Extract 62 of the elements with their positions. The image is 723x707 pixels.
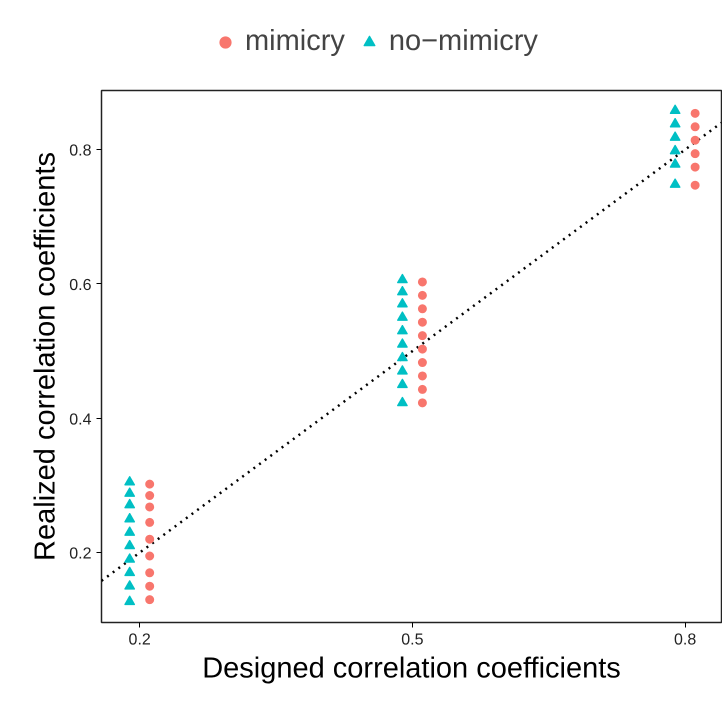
point xyxy=(396,324,408,334)
point xyxy=(124,566,136,576)
point xyxy=(396,365,408,375)
point xyxy=(396,352,408,362)
point xyxy=(145,534,154,544)
point xyxy=(145,518,154,527)
x-tick-label: 0.8 xyxy=(674,632,696,648)
point xyxy=(124,526,136,536)
legend-label: no−mimicry xyxy=(388,25,538,58)
point xyxy=(670,158,681,168)
point xyxy=(418,331,427,340)
y-axis-title: Realized correlation coefficients xyxy=(29,152,62,561)
point xyxy=(396,338,408,348)
point xyxy=(124,540,136,550)
point xyxy=(396,378,408,388)
point xyxy=(690,162,700,172)
point xyxy=(418,358,427,368)
point xyxy=(145,568,154,578)
point xyxy=(124,553,136,563)
point xyxy=(396,274,408,284)
point xyxy=(690,149,700,158)
point xyxy=(145,491,154,500)
point xyxy=(670,178,681,188)
point xyxy=(124,498,136,508)
point xyxy=(418,371,427,380)
point xyxy=(124,595,136,606)
point xyxy=(145,595,154,604)
y-tick-label: 0.2 xyxy=(69,546,92,563)
point xyxy=(418,290,427,300)
y-tick-label: 0.8 xyxy=(69,142,92,160)
point xyxy=(670,144,681,154)
point xyxy=(670,118,681,128)
legend-label: mimicry xyxy=(245,25,345,58)
point xyxy=(396,286,408,296)
point xyxy=(418,344,427,354)
point xyxy=(145,480,154,489)
point xyxy=(690,122,700,132)
point xyxy=(124,512,136,522)
point xyxy=(418,277,427,286)
point xyxy=(145,552,154,560)
point xyxy=(396,311,408,321)
point xyxy=(690,180,700,190)
point xyxy=(124,580,136,590)
point xyxy=(690,108,700,118)
y-tick-label: 0.4 xyxy=(69,411,92,428)
x-axis-title: Designed correlation coefficients xyxy=(202,652,621,684)
point xyxy=(418,398,427,408)
point xyxy=(418,384,427,394)
x-tick-label: 0.5 xyxy=(401,632,424,648)
point xyxy=(145,502,154,512)
point xyxy=(418,304,427,314)
point xyxy=(670,104,681,114)
x-tick-label: 0.2 xyxy=(128,632,151,648)
point xyxy=(690,136,700,145)
y-tick-label: 0.6 xyxy=(69,276,92,294)
point xyxy=(124,476,136,486)
point xyxy=(396,396,408,406)
point xyxy=(145,582,154,591)
point xyxy=(670,131,681,141)
point xyxy=(396,298,408,308)
point xyxy=(418,318,427,327)
point xyxy=(124,487,136,497)
